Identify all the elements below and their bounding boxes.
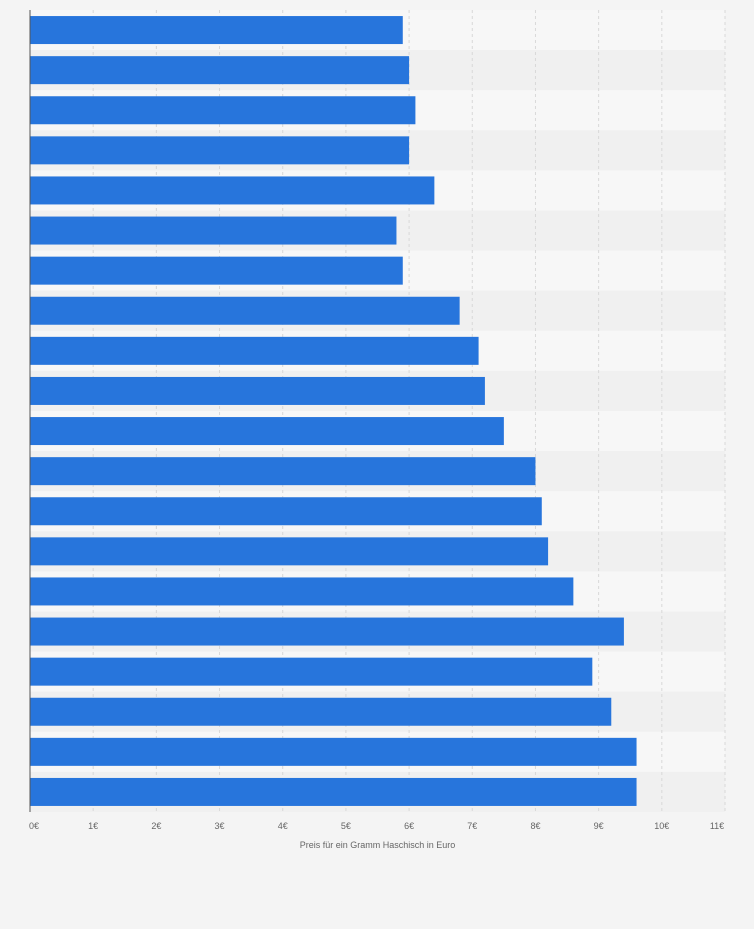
x-tick-label: 6€	[404, 821, 414, 831]
x-tick-label: 10€	[654, 821, 669, 831]
x-tick-label: 4€	[278, 821, 288, 831]
bar	[30, 56, 410, 85]
bar	[30, 16, 403, 45]
bar	[30, 777, 637, 806]
bar	[30, 737, 637, 766]
x-tick-label: 8€	[530, 821, 540, 831]
x-tick-label: 0€	[29, 821, 39, 831]
x-axis-title: Preis für ein Gramm Haschisch in Euro	[300, 840, 456, 850]
x-tick-label: 1€	[88, 821, 98, 831]
x-tick-label: 5€	[341, 821, 351, 831]
bar	[30, 216, 397, 245]
bar	[30, 617, 624, 646]
bar	[30, 697, 612, 726]
bar	[30, 577, 574, 606]
bar	[30, 537, 549, 566]
x-tick-label: 3€	[215, 821, 225, 831]
bar	[30, 376, 485, 405]
bar	[30, 497, 542, 526]
bar	[30, 136, 410, 165]
x-tick-label: 9€	[594, 821, 604, 831]
x-tick-label: 11€	[710, 821, 724, 831]
bar	[30, 256, 403, 285]
bar	[30, 336, 479, 365]
bar	[30, 657, 593, 686]
bar	[30, 96, 416, 125]
x-tick-label: 2€	[151, 821, 161, 831]
bar	[30, 457, 536, 486]
x-tick-label: 7€	[467, 821, 477, 831]
bar	[30, 417, 504, 446]
bar	[30, 176, 435, 205]
bar	[30, 296, 460, 325]
